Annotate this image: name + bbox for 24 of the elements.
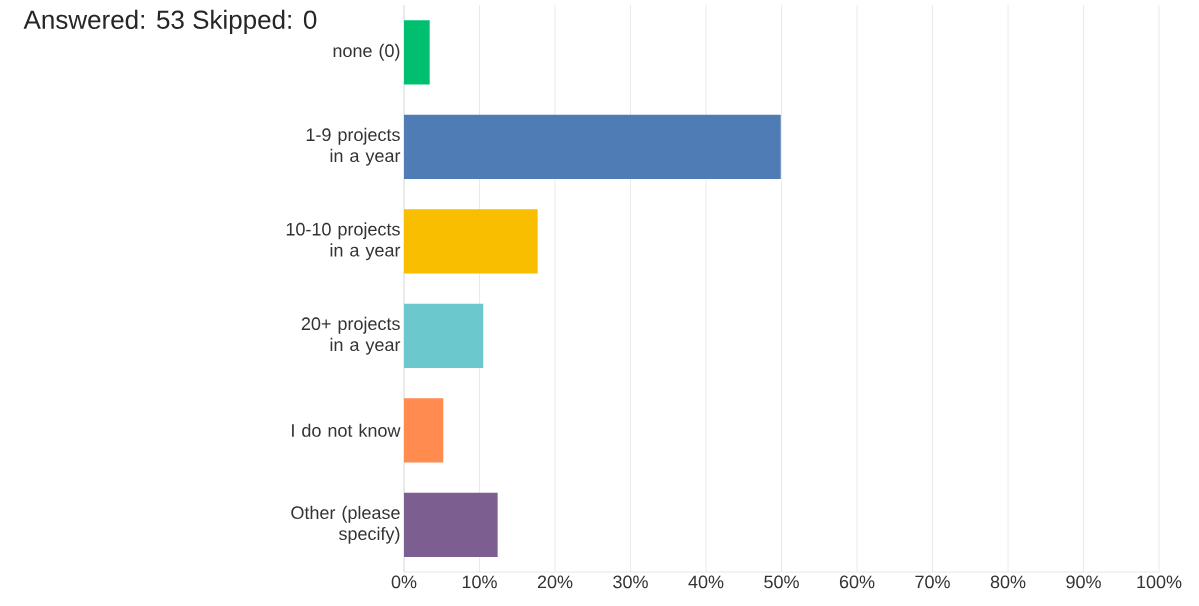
x-tick-label: 90%: [1066, 575, 1101, 589]
bar: [404, 209, 538, 274]
bar: [404, 114, 781, 179]
x-tick-label: 10%: [462, 575, 497, 589]
y-tick-label: 1-9 projects in a year: [306, 127, 401, 166]
x-tick-label: 0%: [391, 575, 417, 589]
y-tick-label: I do not know: [292, 423, 401, 437]
bar: [404, 398, 444, 463]
y-tick-label: 20+ projects in a year: [301, 316, 401, 355]
x-tick-label: 60%: [839, 575, 875, 589]
text: Answered: 53 Skipped: 0: [23, 9, 317, 35]
y-tick-label: none (0): [333, 43, 400, 61]
bar: [404, 303, 484, 368]
bar: [404, 492, 498, 557]
x-tick-label: 100%: [1137, 575, 1182, 589]
x-tick-label: 50%: [764, 575, 799, 589]
x-tick-label: 70%: [915, 575, 950, 589]
x-tick-label: 80%: [990, 575, 1026, 589]
y-tick-label: Other (please specify): [291, 505, 400, 544]
x-tick-label: 20%: [537, 575, 573, 589]
x-tick-label: 30%: [613, 575, 648, 589]
bar: [404, 20, 430, 85]
y-tick-label: 10-10 projects in a year: [286, 222, 401, 261]
x-tick-label: 40%: [688, 575, 724, 589]
